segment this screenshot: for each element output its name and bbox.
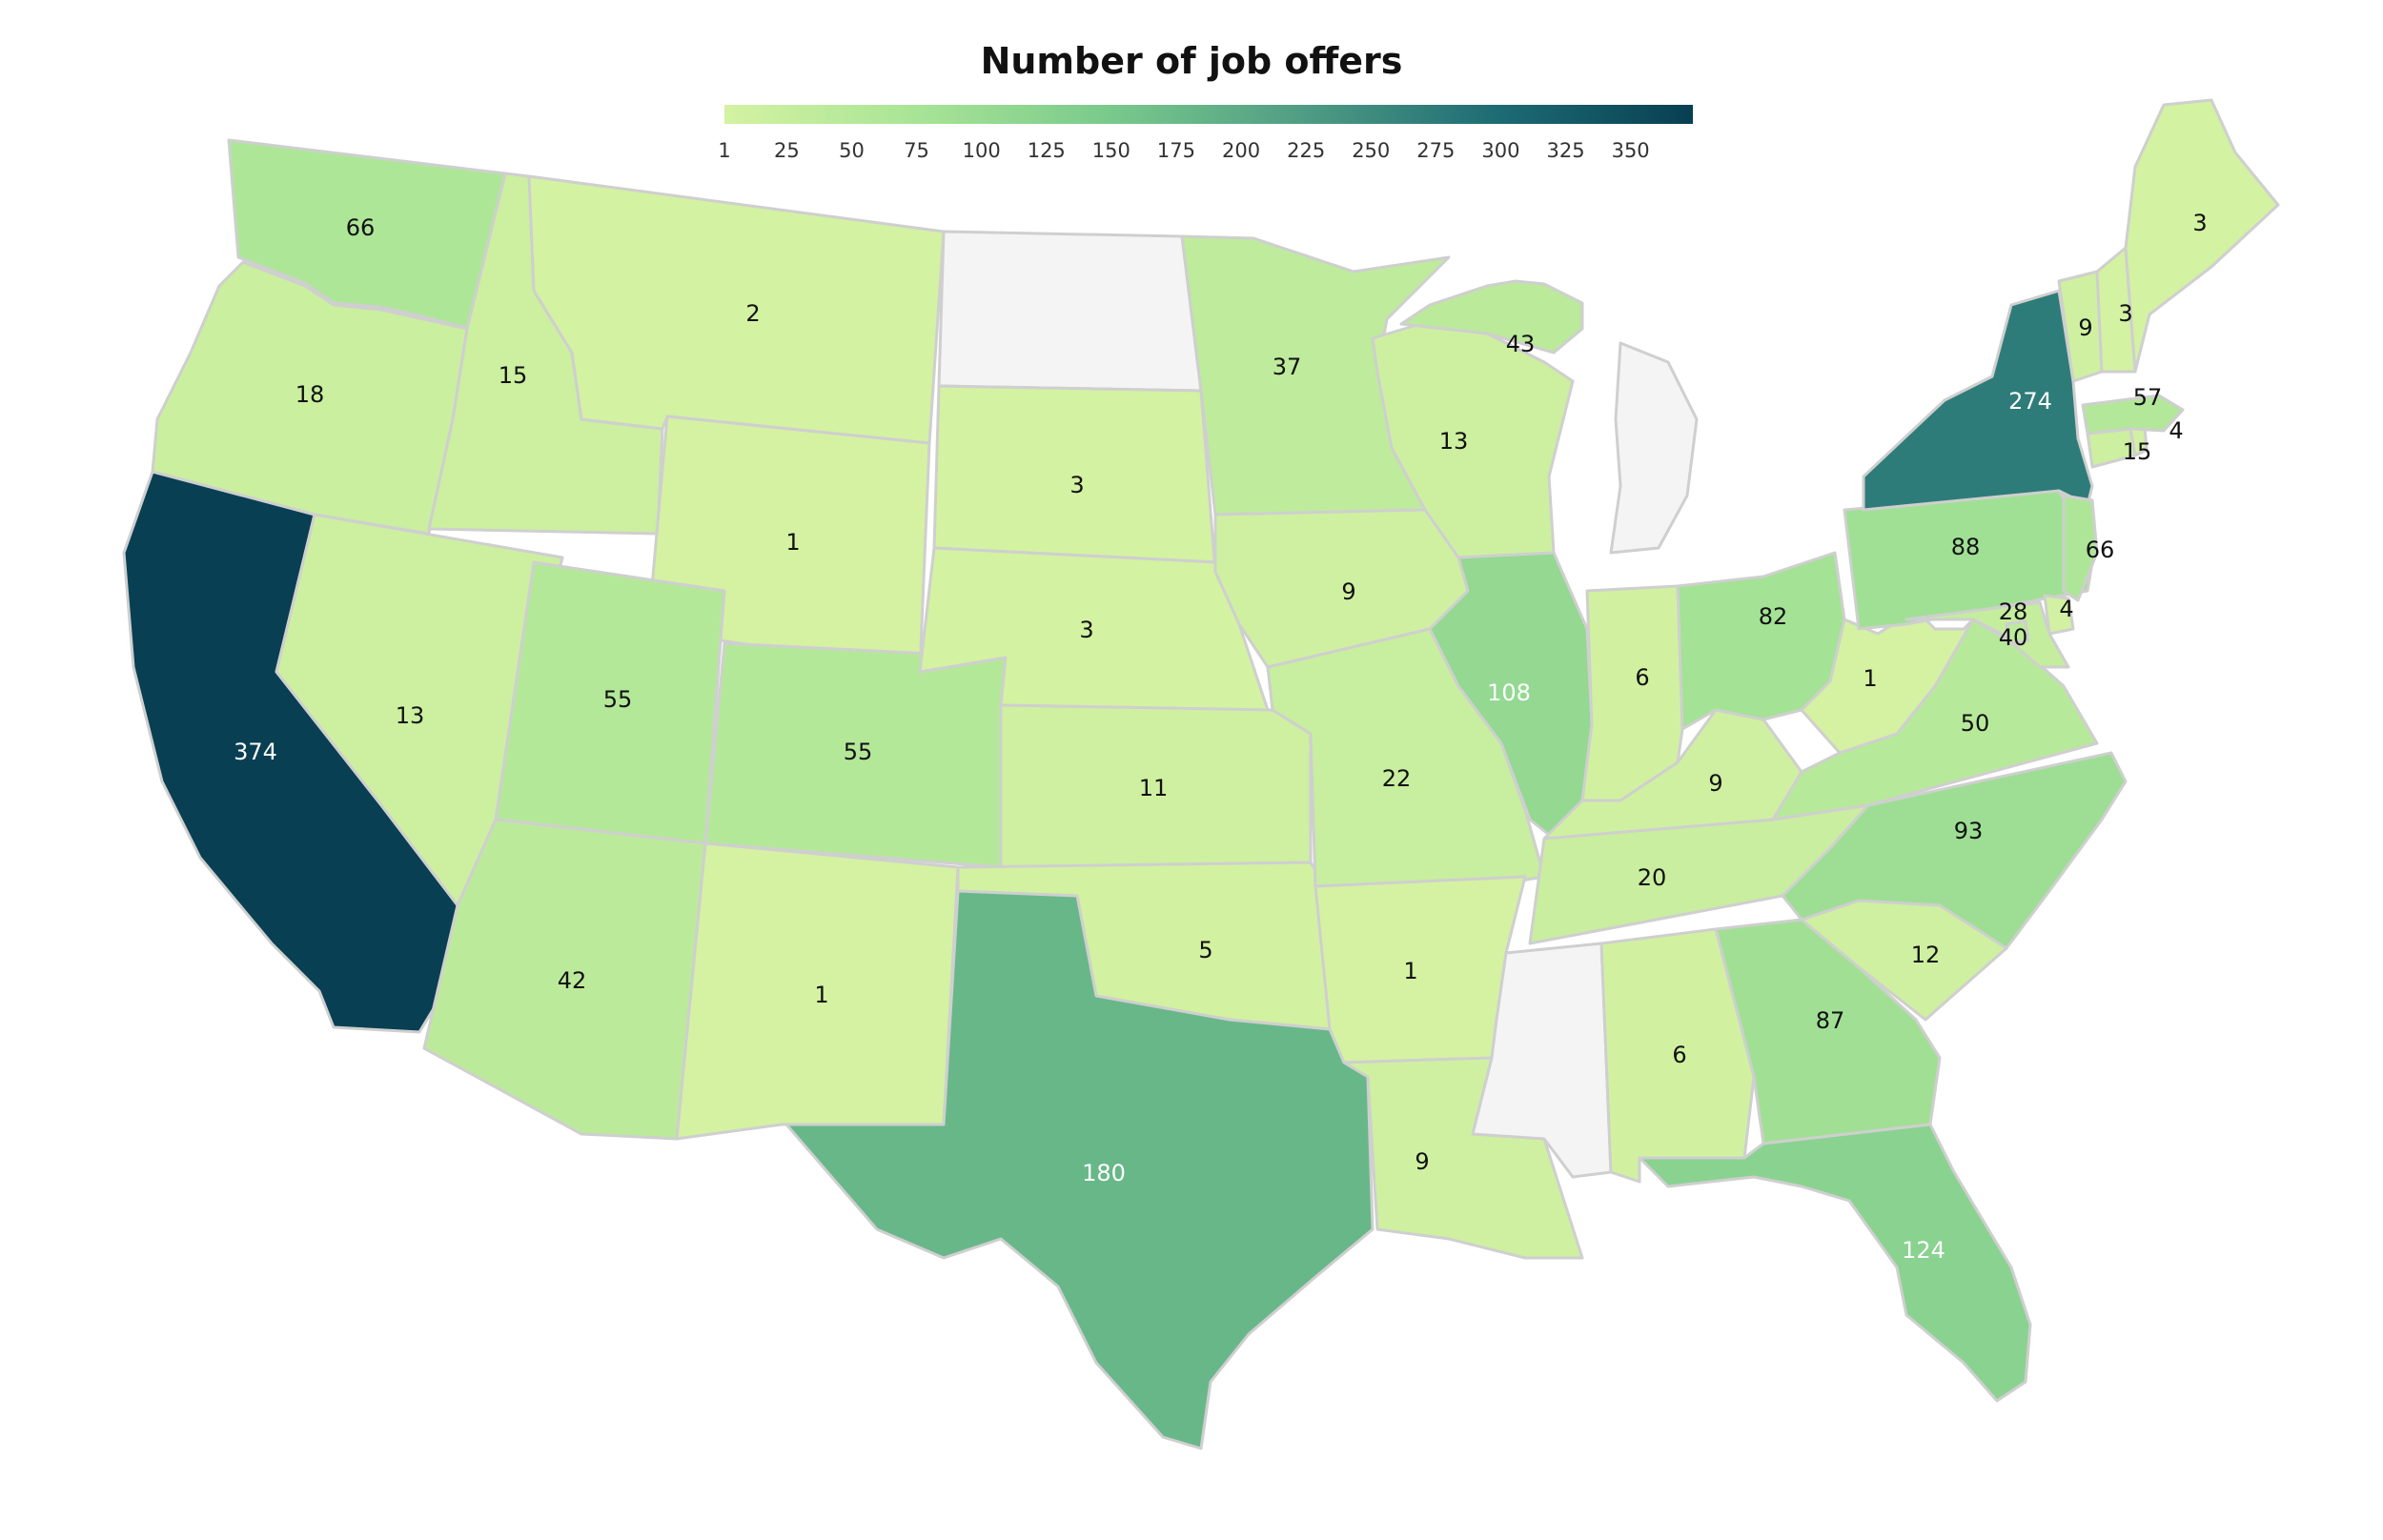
state-nj — [2062, 494, 2099, 602]
state-value-label-de: 4 — [2059, 596, 2073, 622]
state-value-label-mn: 37 — [1273, 354, 1302, 380]
state-value-label-in: 6 — [1635, 664, 1649, 691]
state-mi — [1609, 341, 1699, 555]
state-value-label-sd: 3 — [1069, 472, 1084, 498]
state-value-label-al: 6 — [1672, 1042, 1686, 1068]
state-value-label-wa: 66 — [346, 214, 376, 241]
state-value-label-sc: 12 — [1911, 942, 1941, 968]
state-value-label-nc: 93 — [1954, 818, 1984, 844]
state-value-label-fl: 124 — [1902, 1237, 1945, 1264]
state-value-label-ky: 9 — [1708, 770, 1722, 797]
state-value-label-nh: 3 — [2118, 300, 2132, 327]
state-value-label-mt: 2 — [745, 300, 760, 327]
state-il — [1428, 551, 1594, 841]
legend-tick-label: 325 — [1546, 139, 1585, 162]
state-nd — [937, 230, 1203, 393]
state-value-label-la: 9 — [1415, 1148, 1429, 1175]
state-value-label-ny: 274 — [2008, 388, 2052, 415]
states-layer — [122, 98, 2280, 1450]
state-value-label-oh: 82 — [1759, 603, 1788, 630]
state-value-label-nj: 66 — [2086, 537, 2115, 563]
state-value-label-ok: 5 — [1198, 937, 1212, 963]
state-nc — [1781, 751, 2128, 950]
state-value-label-ut: 55 — [603, 686, 633, 713]
state-value-label-ca: 374 — [234, 739, 277, 765]
legend-tick-label: 250 — [1352, 139, 1391, 162]
state-value-label-id: 15 — [499, 362, 528, 389]
state-value-label-tx: 180 — [1082, 1160, 1126, 1186]
legend-tick-label: 175 — [1156, 139, 1195, 162]
state-value-label-nm: 1 — [814, 982, 828, 1008]
state-value-label-mi-up: 43 — [1506, 331, 1536, 357]
legend-tick-label: 100 — [962, 139, 1001, 162]
legend-tick-label: 300 — [1481, 139, 1520, 162]
state-mi-up — [1399, 279, 1584, 355]
legend-gradient-bar — [724, 105, 1693, 124]
state-value-label-md: 28 — [1999, 598, 2028, 625]
color-legend: 1 25 50 75 100 125 150 175 200 225 250 275 300 325 350 — [718, 105, 1693, 172]
state-value-label-ri: 4 — [2169, 417, 2183, 444]
state-value-label-ne: 3 — [1079, 617, 1093, 643]
state-de — [2043, 594, 2075, 636]
state-value-label-ks: 11 — [1139, 775, 1169, 801]
state-tx — [784, 889, 1375, 1450]
state-value-label-wi: 13 — [1439, 428, 1469, 455]
state-wv — [1800, 608, 1975, 755]
state-value-label-tn: 20 — [1638, 864, 1667, 891]
state-value-label-nv: 13 — [396, 702, 425, 729]
legend-tick-label: 1 — [718, 139, 731, 162]
legend-tick-label: 125 — [1027, 139, 1066, 162]
state-value-label-ar: 1 — [1403, 958, 1417, 984]
state-me — [2124, 98, 2280, 374]
state-value-label-mo: 22 — [1382, 765, 1412, 792]
state-dc — [2005, 619, 2030, 645]
state-ma — [2081, 394, 2185, 436]
state-value-label-ga: 87 — [1816, 1007, 1845, 1034]
state-value-label-az: 42 — [558, 967, 587, 994]
state-value-label-ia: 9 — [1341, 578, 1355, 605]
state-fl — [1638, 1123, 2032, 1403]
legend-tick-label: 150 — [1091, 139, 1130, 162]
state-value-label-pa: 88 — [1951, 534, 1981, 560]
state-md — [1904, 600, 2070, 669]
state-value-label-ma: 57 — [2133, 384, 2163, 411]
state-value-label-or: 18 — [295, 381, 325, 408]
state-ny — [1862, 289, 2094, 512]
state-value-label-wy: 1 — [785, 529, 800, 556]
legend-tick-label: 75 — [904, 139, 929, 162]
state-value-label-me: 3 — [2192, 210, 2207, 236]
labels-layer: 6618374151321554255133115180379221913108… — [234, 210, 2208, 1264]
state-ks — [999, 703, 1313, 869]
state-value-label-il: 108 — [1487, 679, 1531, 706]
legend-tick-label: 25 — [773, 139, 800, 162]
state-value-label-va: 50 — [1961, 710, 1990, 737]
state-value-label-co: 55 — [844, 739, 873, 765]
state-value-label-ct: 15 — [2123, 438, 2152, 465]
map-title: Number of job offers — [980, 40, 1403, 82]
legend-tick-label: 200 — [1222, 139, 1261, 162]
legend-tick-label: 225 — [1287, 139, 1326, 162]
legend-tick-label: 275 — [1416, 139, 1456, 162]
state-mt — [527, 174, 946, 445]
legend-tick-label: 50 — [839, 139, 865, 162]
state-pa — [1843, 489, 2094, 631]
state-value-label-wv: 1 — [1863, 665, 1877, 692]
legend-tick-label: 350 — [1611, 139, 1650, 162]
state-value-label-vt: 9 — [2078, 314, 2092, 341]
state-value-label-dc: 40 — [1999, 624, 2028, 651]
